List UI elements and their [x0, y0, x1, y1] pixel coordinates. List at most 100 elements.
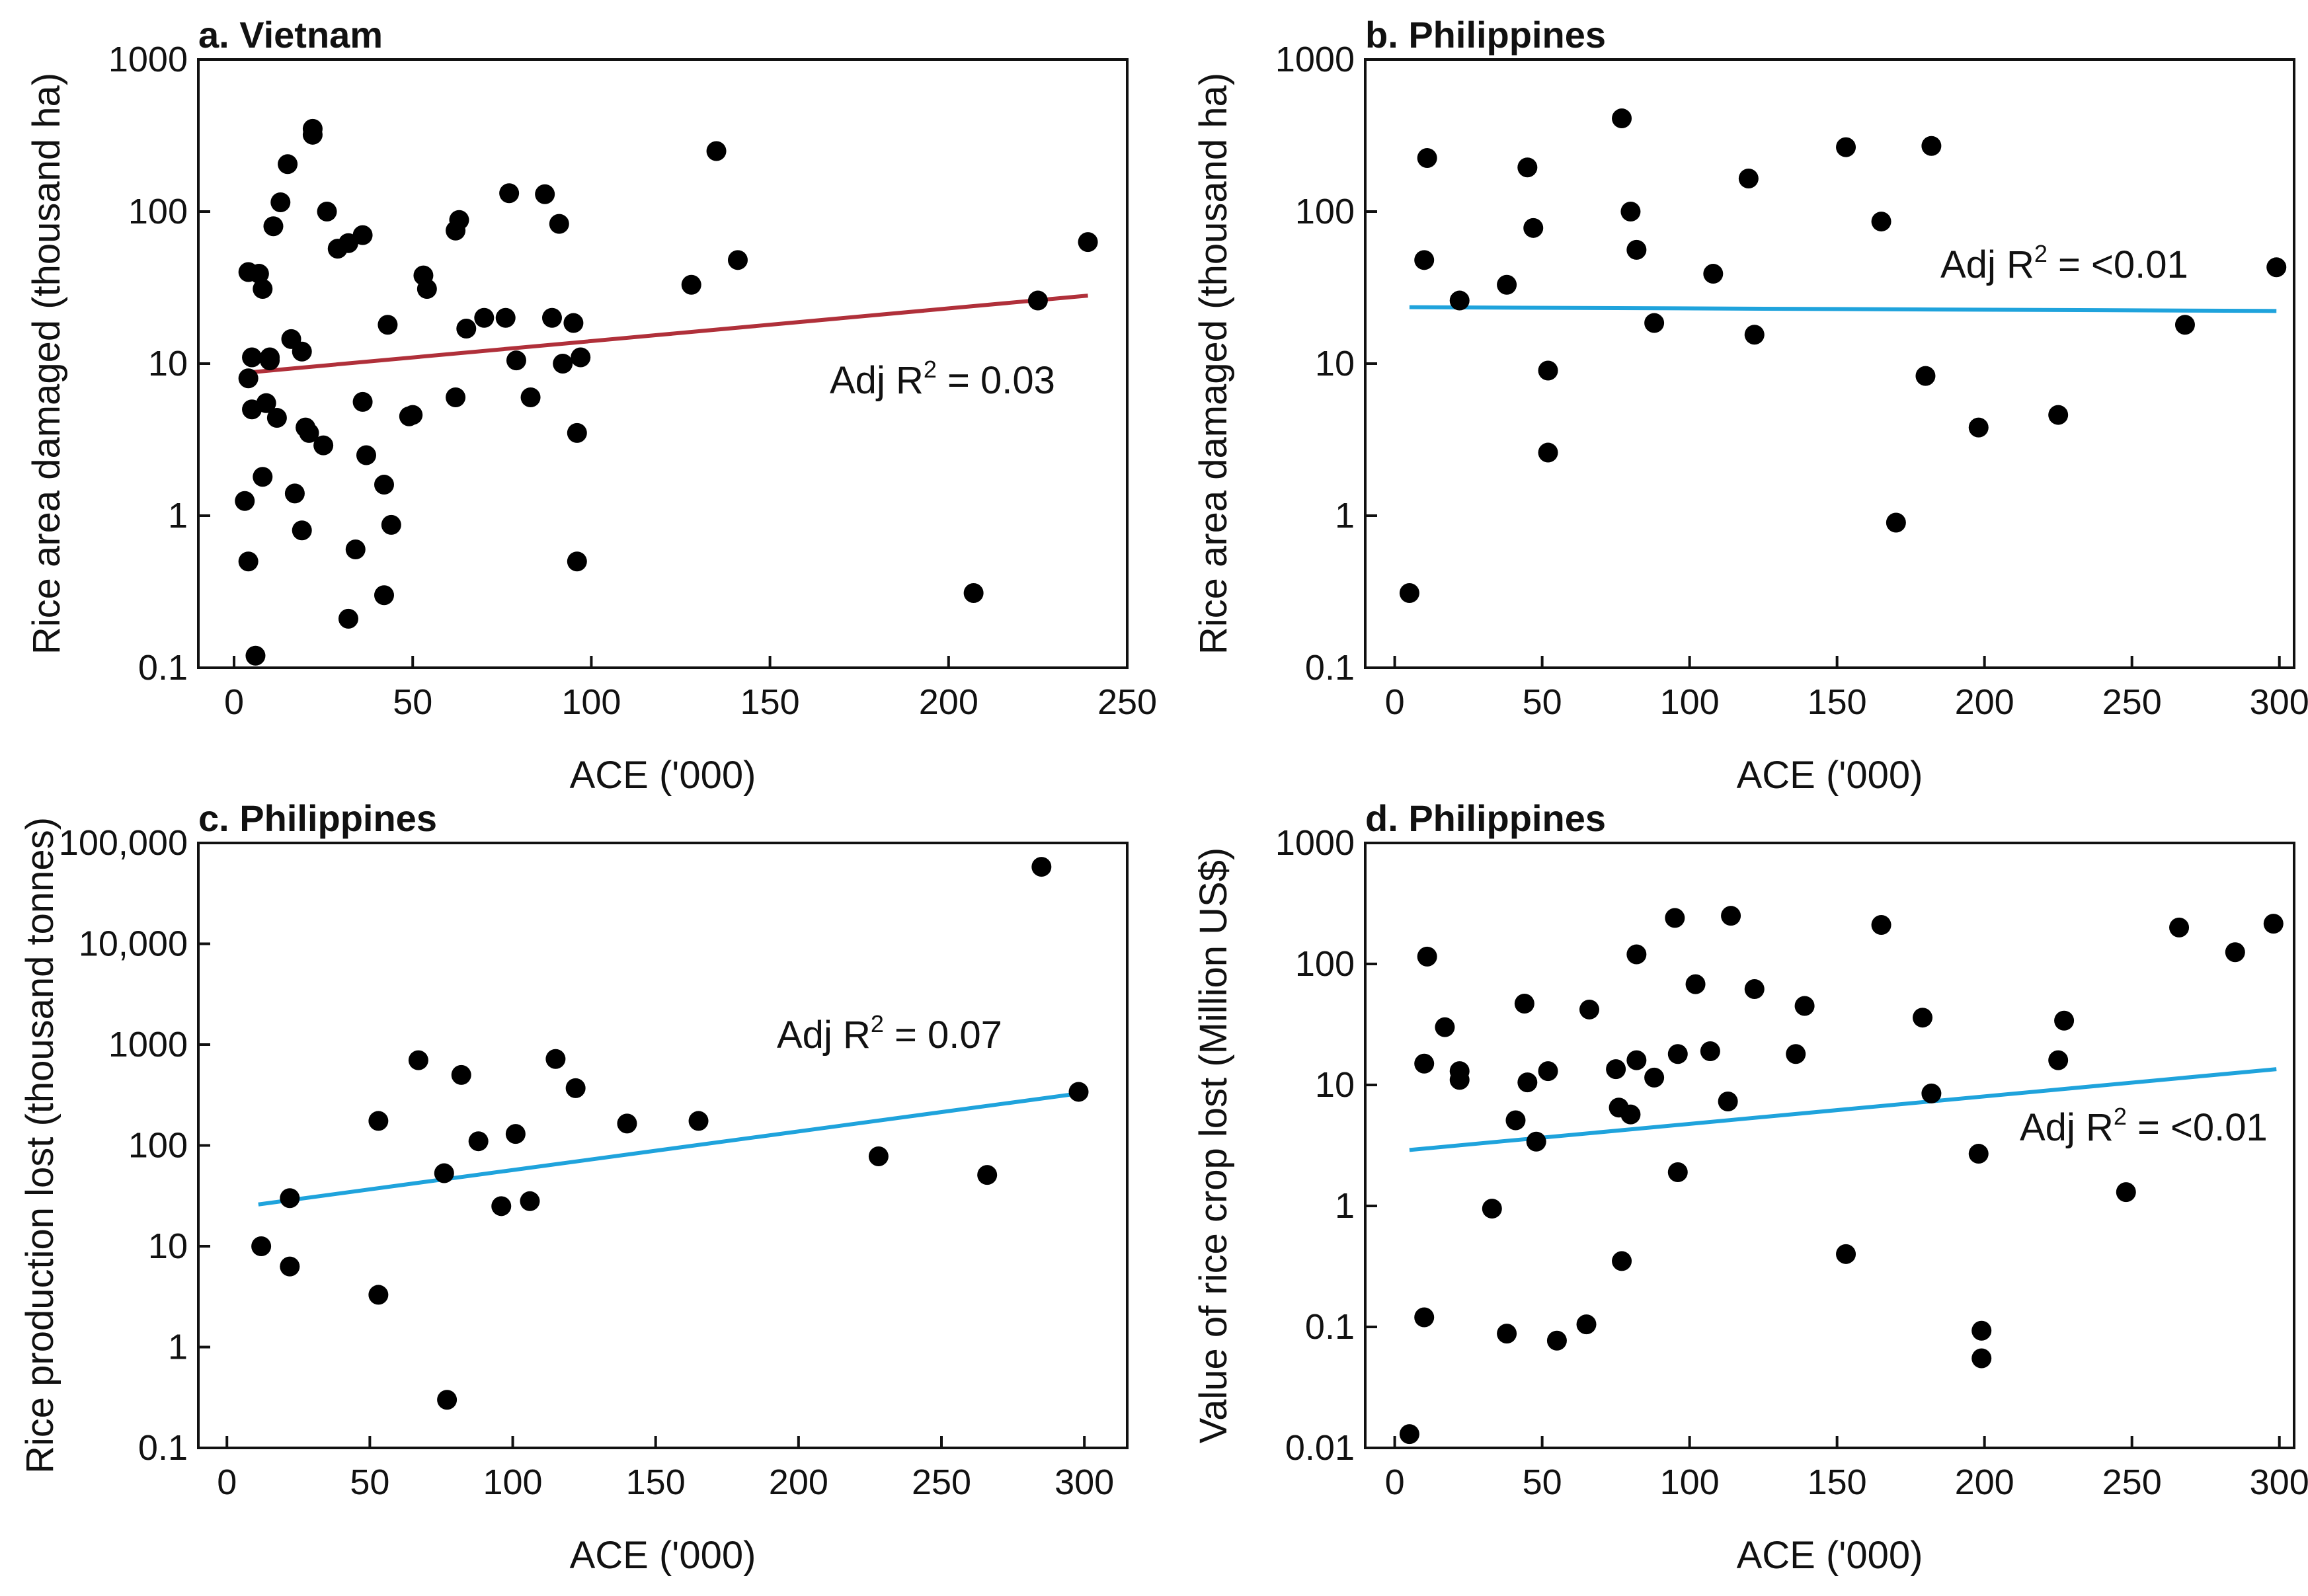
data-point [1517, 157, 1538, 178]
data-point [1027, 290, 1048, 311]
trend-line [1409, 1067, 2277, 1152]
data-point [451, 1064, 471, 1085]
data-point [374, 585, 394, 606]
y-axis-label: Rice area damaged (thousand ha) [25, 73, 68, 655]
data-point [434, 1163, 454, 1183]
x-axis-label: ACE ('000) [1737, 754, 1923, 797]
panel-b: b. Philippines 0 50 100 150 200 250 300 0.1 1 10 10… [1192, 14, 2308, 797]
y-tick-label: 10,000 [79, 924, 188, 964]
data-point [1721, 906, 1741, 926]
x-tick-label: 250 [1097, 682, 1157, 722]
x-tick-label: 300 [1055, 1462, 1114, 1502]
data-point [1665, 908, 1685, 928]
data-point [2174, 315, 2195, 335]
data-point [1538, 442, 1558, 463]
data-point [468, 1131, 489, 1152]
y-tick-label: 1 [168, 1328, 188, 1367]
data-point [1620, 202, 1641, 221]
data-point [242, 347, 262, 368]
data-point [245, 645, 266, 666]
data-point [1913, 1008, 1932, 1028]
data-point [317, 202, 337, 221]
data-point [1915, 366, 1936, 386]
data-point [338, 608, 358, 629]
data-point [1606, 1059, 1626, 1080]
data-point [549, 214, 569, 234]
y-tick-label: 0.1 [138, 1428, 188, 1468]
adj-r2-annotation: Adj R2 = 0.03 [830, 356, 1055, 402]
data-point [256, 393, 276, 413]
x-tick-label: 100 [1660, 682, 1720, 722]
x-tick-label: 300 [2250, 682, 2308, 722]
data-point [1744, 325, 1765, 345]
data-point [266, 408, 287, 428]
plot-frame [1364, 58, 2295, 669]
data-point [1685, 974, 1706, 994]
data-point [505, 1124, 526, 1144]
data-point [2266, 257, 2287, 278]
data-point [1644, 1067, 1665, 1088]
panel-title: b. Philippines [1365, 14, 1606, 56]
data-point [617, 1113, 637, 1134]
x-tick-label: 100 [561, 682, 621, 722]
data-point [1523, 218, 1544, 238]
data-point [1497, 1324, 1517, 1344]
y-tick-label: 1 [1335, 1186, 1355, 1226]
data-point [565, 1078, 586, 1098]
data-point [368, 1285, 389, 1305]
data-point [456, 318, 477, 339]
data-point [403, 405, 423, 425]
x-axis-label: ACE ('000) [570, 754, 756, 797]
data-point [1738, 168, 1759, 188]
data-point [495, 307, 516, 328]
data-point [1449, 1070, 1470, 1090]
plot-frame [197, 842, 1129, 1449]
data-point [1612, 1251, 1632, 1271]
adj-r2-annotation: Adj R2 = 0.07 [777, 1010, 1002, 1057]
data-point [727, 250, 748, 270]
adj-r2-annotation: Adj R2 = <0.01 [1940, 240, 2188, 286]
x-axis-label: ACE ('000) [1737, 1534, 1923, 1577]
data-point [437, 1390, 458, 1410]
data-point [474, 307, 495, 328]
data-point [1526, 1131, 1546, 1152]
adj-r2-annotation: Adj R2 = <0.01 [2020, 1103, 2268, 1149]
data-point [1414, 1307, 1435, 1328]
data-point [1579, 999, 1599, 1019]
x-tick-label: 0 [224, 682, 244, 722]
y-tick-label: 100 [128, 1126, 188, 1166]
y-tick-label: 0.01 [1285, 1428, 1355, 1468]
x-tick-label: 250 [912, 1462, 971, 1502]
plot-frame [1364, 842, 2295, 1449]
y-tick-label: 0.1 [138, 648, 188, 688]
x-tick-label: 300 [2250, 1462, 2308, 1502]
data-point [1538, 360, 1558, 381]
data-point [1497, 274, 1517, 295]
data-point [1435, 1017, 1455, 1037]
data-point [535, 184, 555, 204]
x-tick-label: 50 [1523, 1462, 1562, 1502]
data-point [1538, 1061, 1558, 1082]
data-point [1921, 1083, 1942, 1103]
data-point [977, 1165, 998, 1185]
data-point [506, 350, 526, 371]
y-tick-label: 0.1 [1305, 648, 1355, 688]
data-point [1068, 1082, 1089, 1102]
data-point [1417, 946, 1437, 967]
x-tick-label: 50 [1523, 682, 1562, 722]
y-tick-label: 100 [1295, 944, 1355, 984]
y-tick-label: 1000 [108, 40, 188, 79]
data-point [292, 520, 312, 541]
data-point [1414, 1053, 1435, 1074]
x-tick-label: 150 [740, 682, 800, 722]
data-point [280, 1188, 300, 1209]
data-point [1786, 1044, 1806, 1064]
data-point [1871, 915, 1891, 936]
data-point [253, 467, 273, 487]
data-point [449, 210, 469, 230]
data-point [313, 435, 334, 456]
x-tick-label: 200 [1955, 1462, 2014, 1502]
data-point [1700, 1041, 1720, 1061]
y-tick-label: 100 [128, 192, 188, 231]
data-point [1514, 994, 1534, 1014]
